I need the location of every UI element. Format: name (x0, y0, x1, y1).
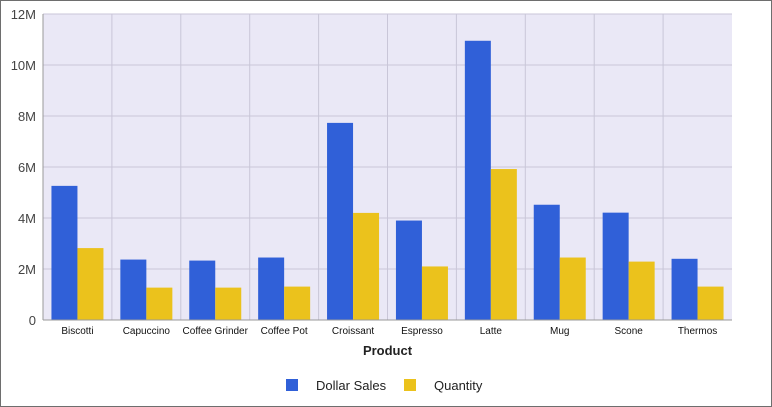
x-axis-label: Product (363, 343, 413, 358)
bar-quantity (421, 266, 448, 320)
gridlines (43, 13, 732, 320)
legend-swatch (286, 379, 298, 391)
bar-quantity (284, 286, 311, 320)
y-axis-ticks: 0 2M 4M 6M 8M 10M 12M (11, 7, 36, 328)
bar-dollar-sales (602, 212, 629, 320)
x-tick-label: Espresso (401, 326, 443, 337)
legend: Dollar Sales Quantity (286, 378, 483, 393)
legend-item: Dollar Sales (286, 378, 387, 393)
x-tick-label: Croissant (332, 326, 374, 337)
legend-swatch (404, 379, 416, 391)
bar-dollar-sales (327, 122, 354, 320)
y-tick-label: 8M (18, 109, 36, 124)
y-tick-label: 6M (18, 160, 36, 175)
bar-dollar-sales (189, 260, 216, 320)
x-tick-label: Coffee Pot (261, 326, 308, 337)
bar-dollar-sales (258, 257, 285, 320)
bar-quantity (559, 257, 586, 320)
x-axis-ticks: Biscotti Capuccino Coffee Grinder Coffee Po… (61, 326, 717, 337)
bar-dollar-sales (120, 259, 147, 320)
bar-dollar-sales (533, 204, 560, 320)
x-tick-label: Coffee Grinder (183, 326, 249, 337)
bar-quantity (628, 261, 655, 320)
y-tick-label: 0 (29, 313, 36, 328)
axes (42, 14, 732, 321)
bar-dollar-sales (51, 185, 78, 320)
x-tick-label: Mug (550, 326, 569, 337)
x-tick-label: Scone (614, 326, 643, 337)
bar-quantity (77, 248, 104, 320)
bar-quantity (353, 212, 380, 320)
y-tick-label: 10M (11, 58, 36, 73)
x-tick-label: Biscotti (61, 326, 93, 337)
legend-label: Quantity (434, 378, 483, 393)
bars (51, 40, 724, 321)
legend-item: Quantity (404, 378, 483, 393)
legend-label: Dollar Sales (316, 378, 387, 393)
bar-quantity (215, 287, 242, 320)
bar-quantity (146, 287, 173, 320)
y-tick-label: 12M (11, 7, 36, 22)
bar-dollar-sales (395, 220, 422, 320)
bar-quantity (697, 286, 724, 320)
bar-quantity (490, 169, 517, 320)
y-tick-label: 4M (18, 211, 36, 226)
y-tick-label: 2M (18, 262, 36, 277)
bar-dollar-sales (464, 40, 491, 321)
x-tick-label: Capuccino (123, 326, 171, 337)
x-tick-label: Latte (480, 326, 503, 337)
x-tick-label: Thermos (678, 326, 717, 337)
bar-dollar-sales (671, 258, 698, 320)
